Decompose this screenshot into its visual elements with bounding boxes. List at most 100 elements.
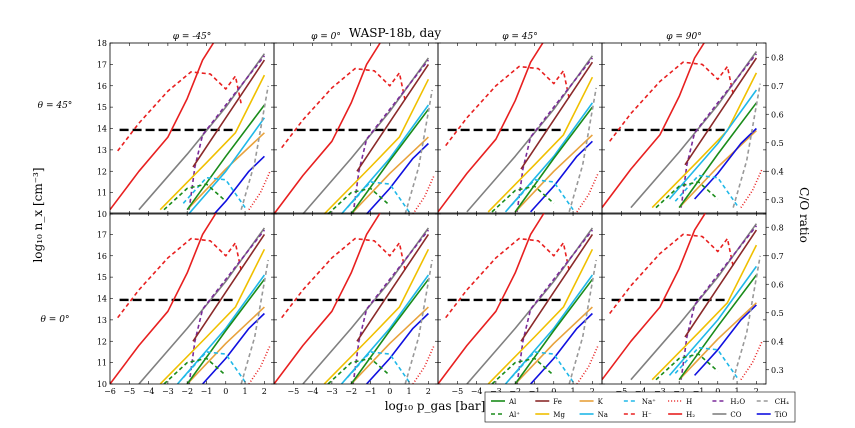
series-al- [655,353,719,381]
series-na [668,89,758,200]
series-na- [182,351,246,383]
series-ch- [240,259,269,384]
x-tick-label: 0 [387,387,392,396]
x-tick-label: −1 [201,387,213,396]
series-co [630,223,758,381]
legend-label: Al [508,398,517,406]
plot-area [110,213,271,384]
x-tick-label: 1 [407,387,412,396]
series-mg [159,74,266,211]
series-tio [213,155,265,214]
series-h [740,168,763,209]
x-tick-label: −4 [471,387,483,396]
series-tio [530,140,593,213]
series-h- [438,213,545,384]
panel-r0-c2 [437,42,603,215]
series-na- [346,351,410,383]
right-tick-label: 0.7 [771,252,784,261]
series-h- [110,43,215,211]
y-tick-label: 11 [97,189,107,198]
x-tick-label: −2 [181,387,193,396]
series-h-o [680,225,758,380]
legend-label: TiO [775,411,788,419]
series-fe [192,233,266,342]
row-title: θ = 45° [38,101,73,111]
series-ch- [240,85,269,210]
legend-label: H⁻ [642,411,652,419]
series-al [678,274,758,381]
series-h-o [516,229,594,384]
legend-label: CH₄ [775,398,789,406]
series-fe [356,63,430,172]
series-na [187,117,266,214]
series-mg [159,248,266,384]
y-tick-label: 18 [97,39,107,48]
x-tick-label: −3 [490,387,502,396]
series-al- [163,357,227,384]
series-fe [192,59,266,168]
column-title: φ = 45° [502,32,538,42]
series-h- [602,43,706,209]
right-tick-label: 0.8 [771,223,784,232]
series-na- [674,174,738,206]
right-tick-label: 0.5 [771,309,784,318]
row-title: θ = 0° [41,315,70,325]
y-tick-label: 15 [97,273,107,282]
right-tick-label: 0.5 [771,139,784,148]
series-h- [609,61,734,142]
series-na- [182,176,246,209]
x-tick-label: 2 [754,387,759,396]
series-co [138,227,266,384]
series-h-o [352,229,430,384]
series-fe [684,229,758,338]
series-h- [110,213,217,384]
series-fe [356,233,430,342]
series-h [248,170,271,211]
x-tick-label: −1 [693,387,705,396]
series-mg [323,78,430,214]
y-tick-label: 14 [97,125,107,134]
panel-r0-c1 [273,42,439,215]
column-title: φ = 90° [666,32,702,42]
plot-area [602,213,763,381]
series-mg [651,72,758,209]
legend: Al Al⁺ Fe Mg K Na Na⁺ H⁻ H H₂ H₂O CO CH₄ TiO [484,391,796,423]
series-al- [655,181,719,209]
series-ch- [404,259,433,384]
series-ch- [732,83,761,208]
series-h [576,173,599,213]
x-tick-label: −3 [654,387,666,396]
x-tick-label: −4 [635,387,647,396]
series-mg [487,76,594,213]
legend-label: H₂ [686,411,695,419]
x-tick-label: −3 [162,387,174,396]
right-tick-label: 0.4 [771,337,784,346]
series-h-o [188,229,266,384]
series-h [248,345,271,384]
series-h-o [516,57,594,213]
right-tick-label: 0.4 [771,167,784,176]
series-k [186,132,265,211]
right-tick-label: 0.3 [771,366,784,375]
series-tio [694,304,757,376]
legend-label: H₂O [730,398,745,406]
x-tick-label: 0 [223,387,228,396]
series-fe [520,61,594,170]
x-tick-label: 2 [590,387,595,396]
series-h-o [352,59,430,214]
series-co [138,53,266,211]
x-tick-label: 2 [262,387,267,396]
series-tio [366,142,429,214]
x-tick-label: −5 [123,387,135,396]
x-tick-label: −4 [143,387,155,396]
x-tick-label: 0 [715,387,720,396]
y-tick-label: 12 [97,167,107,176]
series-na- [510,351,574,383]
right-tick-label: 0.8 [771,53,784,62]
series-h- [445,65,570,147]
legend-label: Na⁺ [642,398,656,406]
series-tio [366,312,429,384]
chart-title: WASP-18b, day [349,26,442,40]
legend-label: Mg [553,411,565,419]
